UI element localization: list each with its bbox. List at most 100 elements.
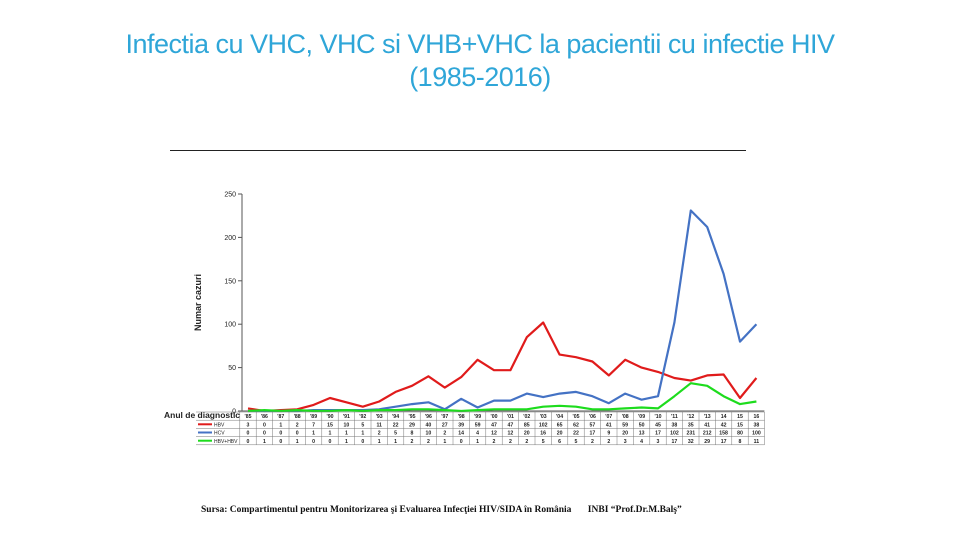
data-label: 27	[442, 422, 448, 428]
x-tick-label: '98	[458, 414, 465, 420]
x-tick-label: '02	[523, 414, 530, 420]
data-label: 11	[376, 422, 382, 428]
data-label: 16	[540, 431, 546, 437]
data-label: 0	[279, 439, 282, 445]
x-tick-label: '95	[408, 414, 415, 420]
data-label: 62	[573, 422, 579, 428]
x-tick-label: '03	[540, 414, 547, 420]
data-label: 2	[493, 439, 496, 445]
data-label: 2	[427, 439, 430, 445]
data-label: 0	[361, 439, 364, 445]
x-tick-label: '10	[654, 414, 661, 420]
data-label: 100	[752, 431, 761, 437]
slide-title: Infectia cu VHC, VHC si VHB+VHC la pacie…	[0, 28, 960, 94]
data-label: 5	[575, 439, 578, 445]
x-tick-label: '12	[687, 414, 694, 420]
legend-label: HBV+HBV	[214, 439, 238, 445]
data-label: 41	[704, 422, 710, 428]
data-label: 10	[426, 431, 432, 437]
data-label: 65	[557, 422, 563, 428]
x-tick-label: '91	[343, 414, 350, 420]
data-label: 4	[640, 439, 643, 445]
data-label: 14	[458, 431, 464, 437]
x-tick-label: '96	[425, 414, 432, 420]
data-label: 5	[394, 431, 397, 437]
data-label: 20	[622, 431, 628, 437]
data-label: 11	[754, 439, 760, 445]
y-tick-label: 250	[224, 192, 236, 199]
data-label: 12	[491, 431, 497, 437]
data-label: 22	[573, 431, 579, 437]
chart-series	[247, 209, 758, 413]
data-label: 47	[508, 422, 514, 428]
x-tick-label: '85	[244, 414, 251, 420]
data-label: 39	[458, 422, 464, 428]
data-label: 2	[411, 439, 414, 445]
data-label: 22	[393, 422, 399, 428]
data-label: 0	[296, 431, 299, 437]
data-label: 80	[737, 431, 743, 437]
data-label: 2	[525, 439, 528, 445]
series-line-0	[247, 321, 758, 413]
data-label: 4	[476, 431, 479, 437]
data-label: 57	[590, 422, 596, 428]
y-tick-label: 150	[224, 278, 236, 285]
data-label: 59	[475, 422, 481, 428]
data-label: 59	[622, 422, 628, 428]
data-label: 17	[672, 439, 678, 445]
series-line-2	[247, 382, 757, 413]
data-label: 1	[443, 439, 446, 445]
data-label: 1	[394, 439, 397, 445]
x-tick-label: '08	[622, 414, 629, 420]
data-label: 15	[327, 422, 333, 428]
x-tick-label: '01	[507, 414, 514, 420]
x-tick-label: '90	[326, 414, 333, 420]
data-label: 0	[312, 439, 315, 445]
x-tick-label: '99	[474, 414, 481, 420]
data-label: 0	[279, 431, 282, 437]
data-label: 40	[426, 422, 432, 428]
data-label: 41	[606, 422, 612, 428]
source-note: Sursa: Compartimentul pentru Monitorizar…	[201, 505, 801, 515]
data-label: 29	[409, 422, 415, 428]
data-label: 17	[721, 439, 727, 445]
data-label: 20	[557, 431, 563, 437]
title-line-2: (1985-2016)	[409, 61, 551, 92]
data-label: 1	[378, 439, 381, 445]
legend-label: HBV	[214, 422, 225, 428]
data-label: 17	[655, 431, 661, 437]
data-label: 1	[329, 431, 332, 437]
title-line-1: Infectia cu VHC, VHC si VHB+VHC la pacie…	[125, 29, 835, 59]
y-tick-label: 100	[224, 322, 236, 329]
data-label: 1	[279, 422, 282, 428]
data-label: 47	[491, 422, 497, 428]
x-tick-label: '00	[490, 414, 497, 420]
top-divider	[170, 150, 746, 151]
x-tick-label: 14	[721, 414, 727, 420]
data-label: 1	[345, 439, 348, 445]
x-tick-label: 15	[737, 414, 743, 420]
data-label: 102	[539, 422, 548, 428]
x-tick-label: '97	[441, 414, 448, 420]
data-label: 45	[655, 422, 661, 428]
data-label: 6	[558, 439, 561, 445]
data-label: 38	[672, 422, 678, 428]
data-label: 2	[509, 439, 512, 445]
data-label: 20	[524, 431, 530, 437]
x-tick-label: '09	[638, 414, 645, 420]
x-tick-label: '88	[294, 414, 301, 420]
data-label: 3	[247, 422, 250, 428]
data-label: 1	[345, 431, 348, 437]
data-label: 1	[296, 439, 299, 445]
source-text: Sursa: Compartimentul pentru Monitorizar…	[201, 505, 572, 515]
data-label: 8	[739, 439, 742, 445]
data-label: 2	[378, 431, 381, 437]
institute-text: INBI “Prof.Dr.M.Balş”	[587, 505, 682, 515]
data-label: 32	[688, 439, 694, 445]
x-axis-title: Anul de diagnostic	[164, 410, 240, 420]
data-label: 17	[590, 431, 596, 437]
data-label: 35	[688, 422, 694, 428]
data-label: 1	[312, 431, 315, 437]
data-label: 5	[361, 422, 364, 428]
